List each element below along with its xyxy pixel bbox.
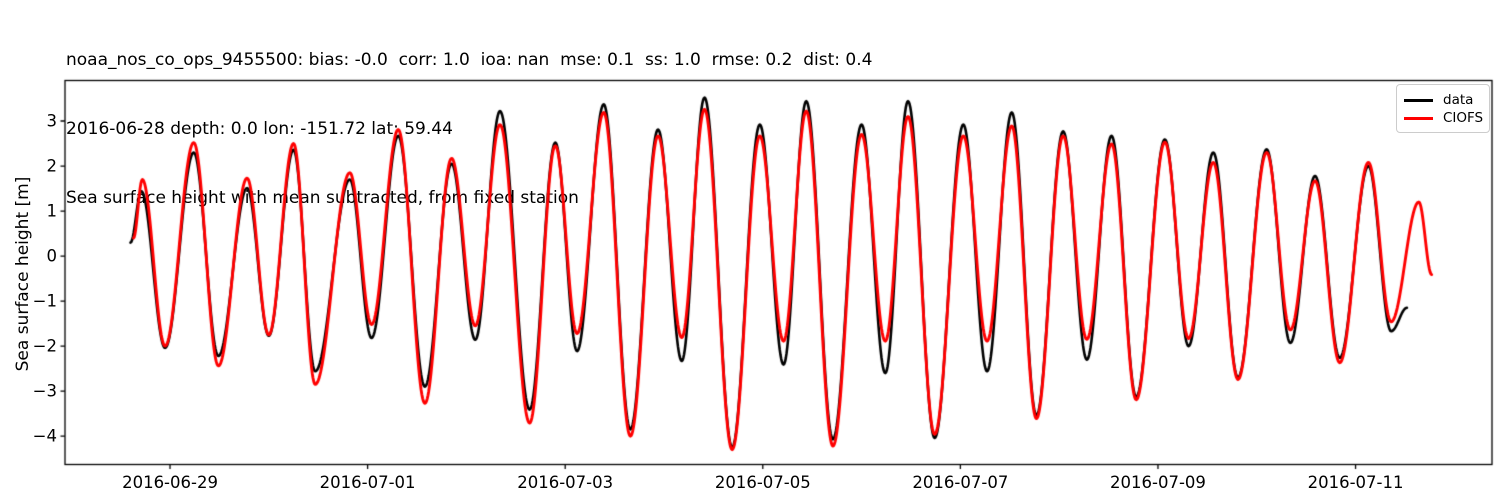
legend-line-data-icon [1404, 98, 1433, 102]
y-tick-label: 3 [46, 111, 58, 131]
x-tick-label: 2016-07-09 [1110, 472, 1206, 492]
x-tick-label: 2016-07-01 [319, 472, 416, 492]
x-tick-label: 2016-07-07 [912, 472, 1009, 492]
legend: data CIOFS [1396, 84, 1490, 133]
y-tick-label: 2 [46, 156, 58, 176]
y-tick-label: −3 [32, 381, 57, 401]
y-tick-label: −2 [32, 336, 57, 356]
legend-line-ciofs-icon [1404, 116, 1433, 120]
y-tick-label: 1 [46, 201, 58, 221]
x-tick-label: 2016-07-05 [714, 472, 811, 492]
y-tick-label: −1 [32, 291, 57, 311]
x-tick-label: 2016-06-29 [122, 472, 218, 492]
y-tick-label: −4 [32, 426, 57, 446]
x-tick-label: 2016-07-11 [1307, 472, 1404, 492]
legend-label-data: data [1443, 92, 1474, 108]
legend-label-ciofs: CIOFS [1443, 110, 1484, 126]
x-tick-label: 2016-07-03 [517, 472, 614, 492]
legend-entry-ciofs: CIOFS [1404, 110, 1484, 126]
y-tick-label: 0 [46, 246, 58, 266]
legend-entry-data: data [1404, 92, 1481, 108]
